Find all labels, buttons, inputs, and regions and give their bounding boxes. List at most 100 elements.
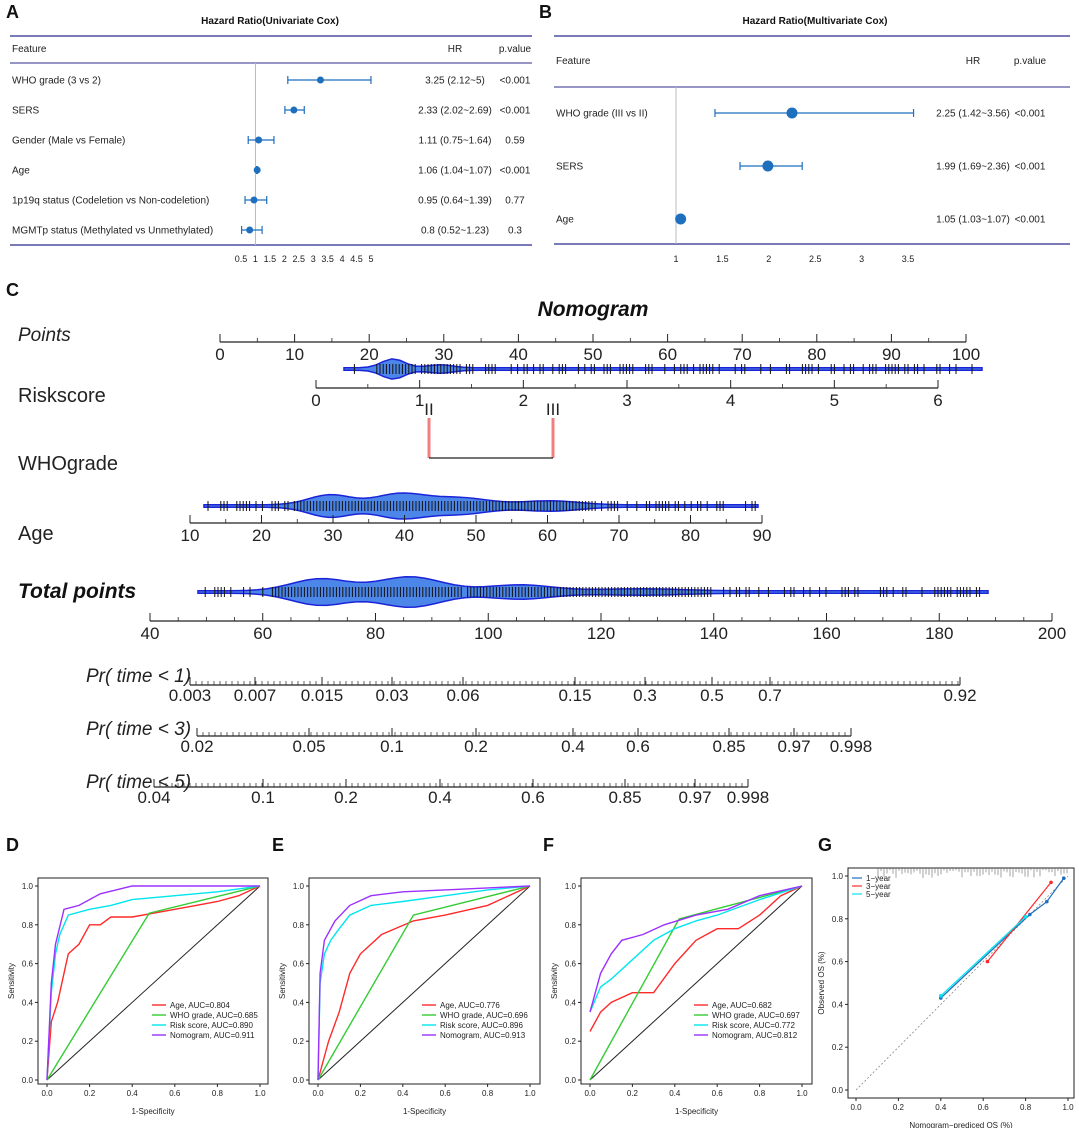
scale-tick-label: 100 xyxy=(952,345,980,364)
axis-tick: 4 xyxy=(340,254,345,264)
x-tick-label: 0.4 xyxy=(935,1103,947,1112)
y-tick-label: 0.0 xyxy=(565,1076,577,1085)
diagonal-line xyxy=(856,876,1068,1090)
legend-label: Risk score, AUC=0.890 xyxy=(170,1021,253,1030)
feature-label: Gender (Male vs Female) xyxy=(12,136,125,147)
axis-tick: 3 xyxy=(311,254,316,264)
scale-tick-label: 70 xyxy=(610,526,629,545)
p-value: 0.3 xyxy=(508,226,522,237)
legend-label: 5−year xyxy=(866,890,891,899)
calibration-chart: 0.0 0.0 0.2 0.2 0.4 0.4 0.6 0.6 0.8 0.8 1.0 1.0 Nomo… xyxy=(814,862,1076,1128)
prob-tick-label: 0.92 xyxy=(943,686,976,705)
scale-tick-label: 0 xyxy=(215,345,224,364)
scale-tick-label: 1 xyxy=(415,391,424,410)
legend-label: Age, AUC=0.682 xyxy=(712,1001,772,1010)
axis-tick: 5 xyxy=(368,254,373,264)
scale-tick-label: 50 xyxy=(467,526,486,545)
prob-tick-label: 0.007 xyxy=(234,686,277,705)
x-tick-label: 0.6 xyxy=(169,1089,181,1098)
p-value: <0.001 xyxy=(1015,162,1046,173)
row-label-age: Age xyxy=(18,523,54,545)
scale-tick-label: 100 xyxy=(474,624,502,643)
scale-tick-label: 20 xyxy=(252,526,271,545)
prob-tick-label: 0.4 xyxy=(428,788,452,807)
nomogram-title: Nomogram xyxy=(538,298,649,321)
p-value: <0.001 xyxy=(500,76,531,87)
roc-chart-e: 0.00.00.20.20.40.40.60.60.80.81.01.01-Sp… xyxy=(270,862,542,1128)
forest-title: Hazard Ratio(Univariate Cox) xyxy=(201,16,339,27)
y-tick-label: 0.2 xyxy=(832,1043,844,1052)
legend-label: Age, AUC=0.804 xyxy=(170,1001,230,1010)
x-tick-label: 0.8 xyxy=(482,1089,494,1098)
scale-tick-label: 5 xyxy=(830,391,839,410)
y-tick-label: 0.4 xyxy=(565,998,577,1007)
panel-label-f: F xyxy=(543,835,554,856)
legend-label: WHO grade, AUC=0.696 xyxy=(440,1011,528,1020)
hr-value: 2.25 (1.42~3.56) xyxy=(936,109,1010,120)
prob-tick-label: 0.03 xyxy=(375,686,408,705)
y-tick-label: 0.0 xyxy=(293,1076,305,1085)
feature-label: Age xyxy=(556,215,574,226)
nomogram: NomogramPoints0 10 20 30 40 50 60 70 80 90 100Risk… xyxy=(0,280,1079,820)
x-tick-label: 0.0 xyxy=(850,1103,862,1112)
y-tick-label: 0.6 xyxy=(565,960,577,969)
calibration-point xyxy=(1049,881,1053,885)
p-value: <0.001 xyxy=(1015,215,1046,226)
scale-tick-label: 60 xyxy=(253,624,272,643)
scale-tick-label: 200 xyxy=(1038,624,1066,643)
scale-tick-label: 10 xyxy=(285,345,304,364)
header-feature: Feature xyxy=(12,44,47,55)
prob-tick-label: 0.06 xyxy=(446,686,479,705)
axis-tick: 3.5 xyxy=(902,254,915,264)
x-axis-label: 1-Specificity xyxy=(403,1107,446,1116)
calibration-point xyxy=(986,960,990,964)
feature-label: 1p19q status (Codeletion vs Non-codeleti… xyxy=(12,196,209,207)
scale-tick-label: 140 xyxy=(700,624,728,643)
axis-tick: 2.5 xyxy=(809,254,822,264)
y-axis-label: Observed OS (%) xyxy=(817,951,826,1014)
x-tick-label: 0.6 xyxy=(440,1089,452,1098)
prob-tick-label: 0.2 xyxy=(334,788,358,807)
legend-label: Risk score, AUC=0.772 xyxy=(712,1021,795,1030)
hr-value: 3.25 (2.12~5) xyxy=(425,76,485,87)
plot-frame xyxy=(38,878,268,1084)
header-feature: Feature xyxy=(556,56,591,67)
roc-chart-d: 0.00.00.20.20.40.40.60.60.80.81.01.01-Sp… xyxy=(0,862,270,1128)
prob-tick-label: 0.2 xyxy=(464,737,488,756)
axis-tick: 1 xyxy=(673,254,678,264)
calibration-point xyxy=(1028,913,1032,917)
hr-point xyxy=(255,137,262,144)
scale-tick-label: 40 xyxy=(509,345,528,364)
x-tick-label: 0.6 xyxy=(712,1089,724,1098)
x-tick-label: 0.2 xyxy=(627,1089,639,1098)
calibration-point xyxy=(939,994,943,998)
x-tick-label: 0.0 xyxy=(312,1089,324,1098)
prob-tick-label: 0.85 xyxy=(608,788,641,807)
prob-tick-label: 0.85 xyxy=(712,737,745,756)
header-pvalue: p.value xyxy=(499,44,532,55)
legend-label: Age, AUC=0.776 xyxy=(440,1001,500,1010)
calibration-point xyxy=(1024,915,1028,919)
legend-label: Risk score, AUC=0.896 xyxy=(440,1021,523,1030)
feature-label: Age xyxy=(12,166,30,177)
y-tick-label: 0.6 xyxy=(293,960,305,969)
prob-tick-label: 0.003 xyxy=(169,686,212,705)
calibration-point xyxy=(1062,876,1066,880)
feature-label: WHO grade (III vs II) xyxy=(556,109,648,120)
prob-tick-label: 0.97 xyxy=(678,788,711,807)
legend-label: Nomogram, AUC=0.913 xyxy=(440,1031,526,1040)
x-tick-label: 1.0 xyxy=(524,1089,536,1098)
y-tick-label: 0.0 xyxy=(832,1086,844,1095)
axis-tick: 2 xyxy=(282,254,287,264)
y-tick-label: 0.8 xyxy=(832,915,844,924)
y-tick-label: 0.8 xyxy=(293,921,305,930)
scale-tick-label: 70 xyxy=(733,345,752,364)
header-pvalue: p.value xyxy=(1014,56,1047,67)
x-tick-label: 0.8 xyxy=(754,1089,766,1098)
axis-tick: 0.5 xyxy=(235,254,248,264)
x-tick-label: 0.6 xyxy=(978,1103,990,1112)
scale-tick-label: 50 xyxy=(584,345,603,364)
forest-plot-multivariate: Hazard Ratio(Multivariate Cox)Feature HR p… xyxy=(540,0,1075,280)
legend-label: Nomogram, AUC=0.911 xyxy=(170,1031,255,1040)
hr-value: 2.33 (2.02~2.69) xyxy=(418,106,492,117)
